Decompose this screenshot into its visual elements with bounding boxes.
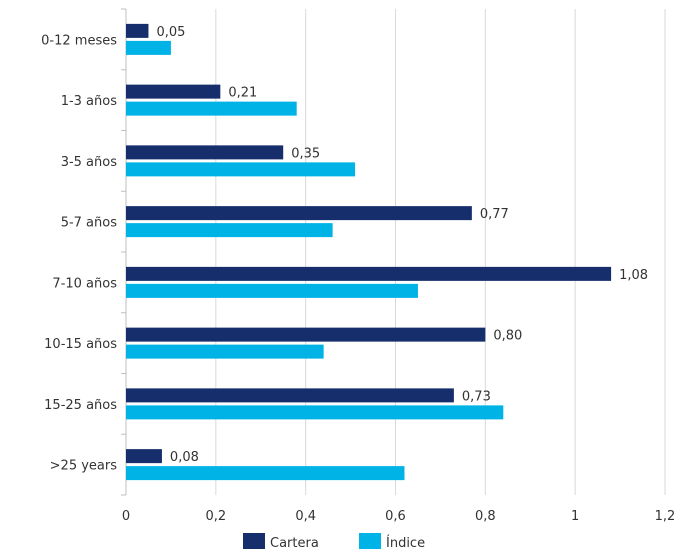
category-label: 15-25 años	[44, 398, 117, 413]
data-label: 0,80	[493, 329, 522, 344]
gridlines	[215, 9, 666, 495]
x-tick-label: 1,2	[655, 509, 676, 524]
data-label: 0,77	[480, 207, 509, 222]
bar-cartera	[126, 327, 486, 342]
bar-indice	[126, 283, 418, 298]
bar-indice	[126, 344, 324, 359]
bar-cartera	[126, 266, 612, 281]
bar-cartera	[126, 23, 149, 38]
bar-indice	[126, 223, 333, 238]
category-label: 5-7 años	[61, 216, 118, 231]
bar-cartera	[126, 206, 472, 221]
category-label: 1-3 años	[61, 94, 118, 109]
data-label: 0,73	[462, 389, 491, 404]
category-label: 7-10 años	[52, 276, 117, 291]
bar-indice	[126, 466, 405, 481]
category-labels: 0-12 meses 1-3 años 3-5 años 5-7 años 7-10 a…	[41, 33, 117, 473]
legend: Cartera Índice	[243, 533, 425, 551]
category-label: 0-12 meses	[41, 33, 117, 48]
legend-swatch-cartera	[243, 533, 265, 549]
bar-indice	[126, 101, 297, 116]
x-tick-label: 0,2	[205, 509, 226, 524]
data-label: 0,35	[291, 146, 320, 161]
bar-cartera	[126, 449, 162, 464]
x-tick-label: 1	[571, 509, 579, 524]
bar-cartera	[126, 84, 221, 99]
x-tick-label: 0,8	[475, 509, 496, 524]
data-label: 0,05	[156, 25, 185, 40]
legend-swatch-indice	[359, 533, 381, 549]
bars	[126, 23, 612, 481]
legend-label-cartera: Cartera	[270, 536, 319, 551]
category-axis	[121, 8, 127, 496]
bar-indice	[126, 405, 504, 420]
x-tick-label: 0,6	[385, 509, 406, 524]
data-label: 0,08	[170, 450, 199, 465]
x-tick-label: 0	[122, 509, 130, 524]
data-labels: 0,05 0,21 0,35 0,77 1,08 0,80 0,73 0,08	[156, 25, 648, 465]
bar-cartera	[126, 388, 454, 403]
data-label: 0,21	[228, 86, 257, 101]
category-label: 10-15 años	[44, 337, 117, 352]
x-tick-label: 0,4	[295, 509, 316, 524]
category-label: 3-5 años	[61, 155, 118, 170]
bar-indice	[126, 162, 356, 177]
category-label: >25 years	[50, 459, 118, 474]
bar-cartera	[126, 145, 284, 160]
data-label: 1,08	[619, 268, 648, 283]
x-tick-labels: 0 0,2 0,4 0,6 0,8 1 1,2	[122, 509, 675, 524]
legend-label-indice: Índice	[386, 535, 425, 551]
bar-indice	[126, 40, 171, 55]
